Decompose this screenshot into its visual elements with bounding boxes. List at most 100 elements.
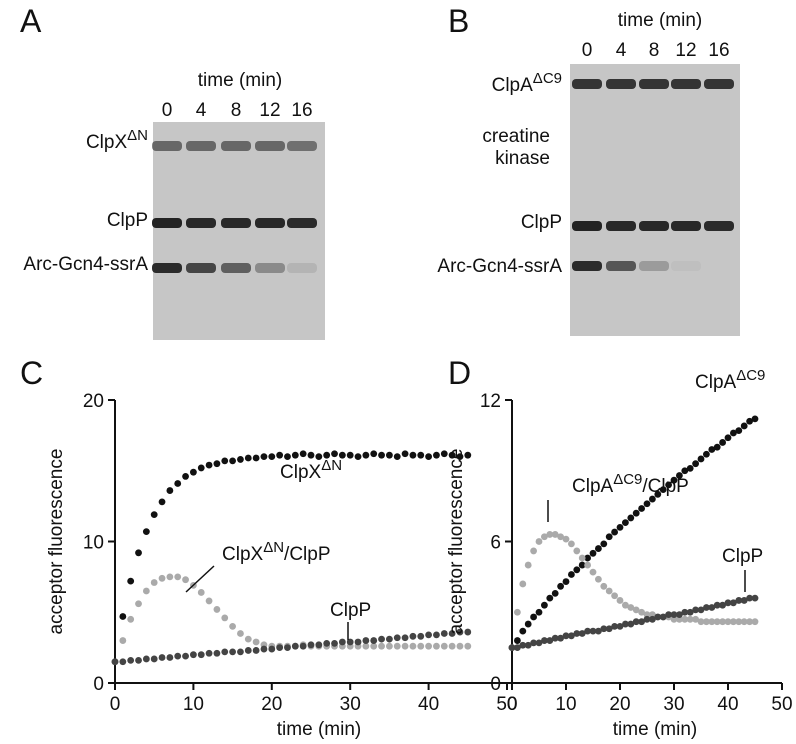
data-point: [697, 455, 705, 463]
x-axis-label: time (min): [277, 719, 361, 740]
data-point: [546, 637, 554, 644]
data-point: [205, 649, 213, 657]
gel-shade: [153, 122, 325, 340]
data-point: [508, 644, 516, 652]
gel-band: [255, 263, 285, 273]
data-point: [605, 587, 613, 595]
data-point: [514, 637, 521, 644]
series-label: ClpP: [722, 546, 763, 567]
data-point: [595, 545, 602, 552]
data-point: [746, 618, 753, 626]
data-point: [346, 638, 354, 646]
data-point: [724, 618, 732, 626]
data-point: [338, 638, 346, 646]
data-point: [182, 576, 189, 584]
data-point: [551, 634, 559, 642]
data-point: [221, 614, 229, 622]
lane-label: 16: [291, 100, 312, 121]
gel-band: [152, 218, 182, 228]
y-tick-label: 10: [83, 533, 104, 554]
lane-label: 12: [259, 100, 280, 121]
data-point: [307, 641, 315, 649]
gel-band: [639, 221, 669, 231]
data-point: [417, 642, 425, 650]
data-point: [627, 514, 635, 522]
data-point: [746, 417, 753, 425]
data-point: [627, 604, 635, 611]
label-text: ClpA: [695, 372, 737, 393]
data-point: [221, 457, 229, 465]
data-point: [237, 456, 244, 463]
data-point: [697, 606, 705, 614]
data-point: [174, 652, 182, 660]
data-point: [730, 429, 737, 437]
data-point: [578, 554, 586, 562]
data-point: [584, 554, 591, 562]
data-point: [182, 652, 189, 660]
label-text: ClpX: [280, 462, 322, 483]
data-point: [393, 453, 401, 460]
data-point: [611, 623, 618, 630]
data-point: [197, 464, 205, 472]
data-point: [448, 630, 456, 637]
data-point: [746, 594, 753, 602]
series-label: ClpAΔC9/ClpP: [572, 471, 689, 497]
label-text: /ClpP: [284, 544, 330, 565]
data-point: [386, 642, 393, 650]
data-point: [632, 618, 640, 626]
gel-band: [671, 221, 701, 231]
data-point: [323, 451, 331, 459]
data-point: [524, 620, 532, 628]
data-point: [605, 625, 613, 633]
data-point: [551, 589, 559, 597]
data-point: [190, 468, 197, 476]
data-point: [670, 611, 678, 619]
data-point: [213, 460, 221, 468]
data-point: [409, 642, 417, 650]
data-point: [119, 613, 127, 620]
data-point: [676, 615, 683, 623]
data-point: [557, 634, 564, 642]
data-point: [291, 642, 299, 650]
data-point: [229, 457, 237, 465]
gel-band: [221, 218, 251, 228]
data-point: [638, 505, 645, 512]
data-point: [541, 533, 548, 541]
label-text: ClpP: [521, 212, 562, 233]
data-point: [670, 615, 678, 623]
data-point: [719, 601, 726, 609]
data-point: [370, 637, 378, 644]
data-point: [190, 651, 197, 659]
data-point: [135, 656, 142, 664]
data-point: [142, 655, 150, 663]
band-label: ClpXΔN: [86, 127, 148, 153]
data-point: [127, 656, 135, 664]
x-tick-label: 40: [418, 694, 439, 715]
data-point: [622, 601, 629, 609]
data-point: [331, 639, 338, 647]
data-point: [307, 451, 315, 459]
data-point: [692, 615, 699, 623]
data-point: [260, 453, 268, 460]
data-point: [686, 615, 694, 623]
data-point: [519, 580, 527, 588]
data-point: [425, 642, 432, 650]
band-label: Arc-Gcn4-ssrA: [23, 254, 148, 275]
data-point: [244, 454, 252, 462]
gel-band: [186, 218, 216, 228]
data-point: [252, 454, 260, 462]
band-label: ClpP: [107, 210, 148, 231]
data-point: [464, 642, 472, 650]
data-point: [703, 604, 710, 611]
data-point: [616, 623, 624, 630]
data-point: [730, 599, 737, 607]
data-point: [150, 655, 158, 663]
data-point: [573, 566, 581, 574]
x-tick-label: 40: [717, 694, 738, 715]
data-point: [578, 561, 586, 569]
data-point: [393, 634, 401, 642]
data-point: [708, 604, 716, 611]
data-point: [519, 641, 527, 649]
data-point: [252, 647, 260, 654]
data-point: [213, 606, 221, 613]
